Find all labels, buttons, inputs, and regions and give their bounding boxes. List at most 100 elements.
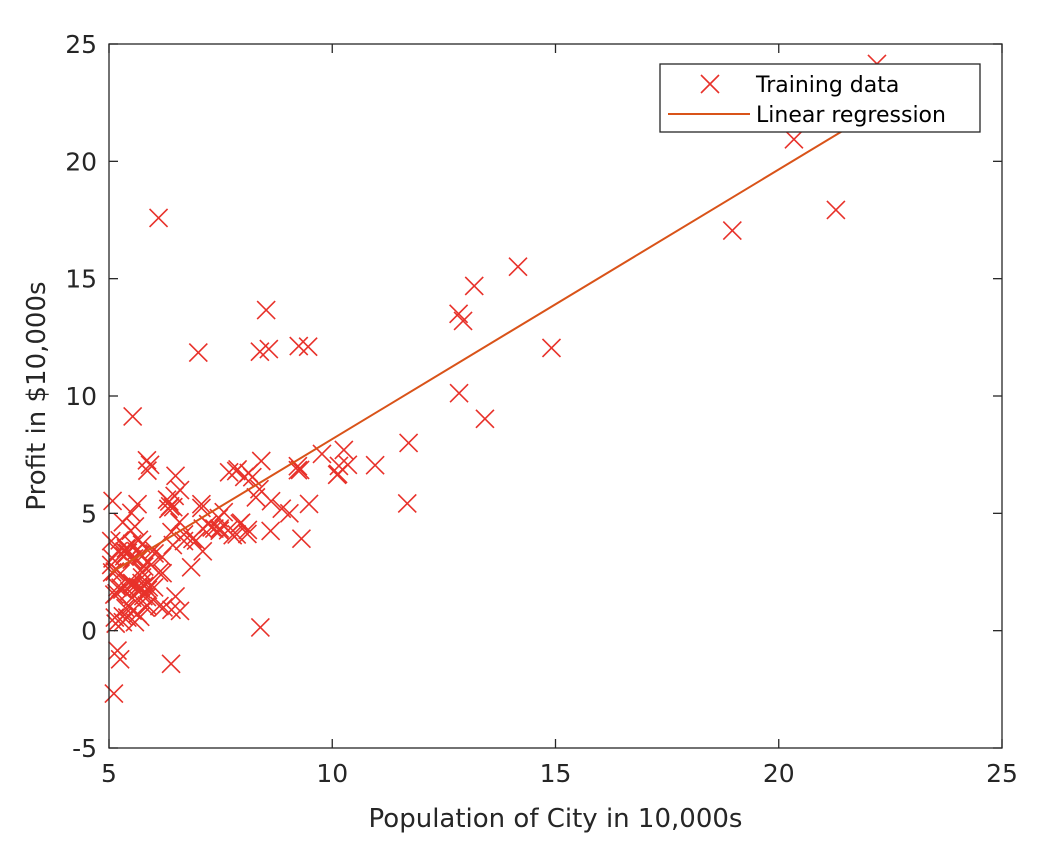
scatter-point bbox=[191, 494, 211, 514]
y-tick-label: 5 bbox=[81, 499, 97, 528]
scatter-point bbox=[157, 490, 177, 510]
scatter-point bbox=[106, 614, 126, 634]
scatter-point bbox=[246, 487, 266, 507]
axis-ticks bbox=[108, 43, 1003, 749]
x-tick-label: 25 bbox=[986, 759, 1018, 788]
scatter-point bbox=[449, 383, 469, 403]
scatter-point bbox=[161, 522, 182, 542]
y-tick-label: 15 bbox=[65, 265, 97, 294]
scatter-point bbox=[137, 450, 157, 470]
scatter-point bbox=[153, 563, 173, 583]
scatter-point bbox=[272, 499, 292, 519]
scatter-point bbox=[334, 440, 354, 460]
scatter-point bbox=[128, 494, 148, 514]
scatter-point bbox=[174, 524, 194, 545]
scatter-point bbox=[453, 311, 473, 331]
scatter-point bbox=[826, 200, 846, 220]
scatter-point bbox=[144, 543, 165, 564]
scatter-point bbox=[288, 456, 308, 476]
y-axis-label: Profit in $10,000s bbox=[22, 281, 52, 510]
scatter-point bbox=[119, 581, 140, 601]
scatter-point bbox=[290, 460, 310, 480]
x-tick-label: 5 bbox=[101, 759, 117, 788]
scatter-point bbox=[149, 563, 169, 583]
legend-box bbox=[659, 63, 981, 133]
legend-marker-training-data bbox=[700, 74, 720, 94]
legend-label-linear-regression: Linear regression bbox=[756, 103, 946, 128]
scatter-point bbox=[153, 597, 174, 618]
scatter-point bbox=[329, 456, 349, 476]
scatter-point bbox=[110, 530, 130, 550]
scatter-point bbox=[261, 491, 281, 511]
scatter-point bbox=[118, 572, 138, 593]
scatter-point bbox=[181, 557, 201, 577]
scatter-point bbox=[475, 409, 495, 429]
scatter-point bbox=[161, 654, 181, 674]
scatter-point bbox=[101, 531, 121, 551]
scatter-point bbox=[137, 461, 157, 481]
scatter-point bbox=[186, 530, 206, 551]
scatter-point bbox=[464, 276, 484, 296]
scatter-point bbox=[250, 617, 270, 637]
scatter-point bbox=[259, 339, 279, 359]
scatter-point bbox=[338, 455, 358, 475]
regression-line bbox=[110, 109, 878, 574]
legend: Training data Linear regression bbox=[659, 63, 981, 133]
scatter-point bbox=[397, 493, 417, 514]
scatter-point bbox=[170, 601, 190, 621]
scatter-point bbox=[261, 521, 281, 541]
y-tick-label: 0 bbox=[81, 617, 97, 646]
scatter-point bbox=[103, 491, 123, 511]
scatter-point bbox=[234, 467, 254, 487]
scatter-point bbox=[223, 525, 243, 545]
scatter-point bbox=[193, 541, 213, 561]
scatter-point bbox=[149, 596, 170, 616]
x-tick-label: 15 bbox=[540, 759, 572, 788]
scatter-point bbox=[202, 517, 222, 537]
scatter-point bbox=[125, 612, 145, 632]
x-tick-label: 10 bbox=[316, 759, 348, 788]
scatter-point bbox=[508, 257, 528, 277]
scatter-point bbox=[163, 497, 183, 517]
scatter-point bbox=[132, 562, 152, 582]
scatter-point bbox=[121, 503, 141, 523]
scatter-point bbox=[784, 129, 804, 149]
axis-tick-labels: 5 10 15 20 25 -5 0 5 10 15 20 25 bbox=[65, 30, 1018, 788]
scatter-point bbox=[123, 406, 143, 426]
y-tick-label: 25 bbox=[65, 30, 97, 59]
scatter-point bbox=[298, 337, 318, 357]
scatter-point bbox=[165, 466, 186, 486]
x-axis-label: Population of City in 10,000s bbox=[369, 804, 743, 834]
scatter-point bbox=[132, 567, 152, 587]
scatter-point bbox=[214, 502, 234, 522]
scatter-point bbox=[226, 461, 246, 481]
scatter-point bbox=[722, 220, 742, 241]
legend-label-training-data: Training data bbox=[755, 73, 899, 98]
scatter-point bbox=[541, 338, 562, 358]
scatter-point bbox=[256, 300, 276, 320]
scatter-point bbox=[138, 580, 158, 600]
scatter-point bbox=[399, 433, 419, 453]
y-tick-label: 20 bbox=[65, 147, 97, 176]
scatter-point bbox=[107, 641, 128, 661]
y-tick-label: -5 bbox=[72, 734, 97, 763]
scatter-point bbox=[158, 499, 178, 519]
scatter-point bbox=[125, 516, 145, 537]
scatter-point bbox=[291, 529, 312, 549]
scatter-point bbox=[104, 683, 124, 704]
plot-data-layer bbox=[101, 54, 887, 704]
scatter-point bbox=[148, 208, 169, 228]
scatter-point bbox=[299, 494, 319, 514]
scatter-point bbox=[219, 462, 239, 482]
scatter-point bbox=[289, 336, 309, 356]
scatter-point bbox=[188, 343, 208, 363]
x-tick-label: 20 bbox=[763, 759, 795, 788]
scatter-point bbox=[122, 534, 142, 554]
scatter-point bbox=[161, 600, 182, 620]
scatter-point bbox=[231, 513, 251, 533]
scatter-point bbox=[140, 455, 160, 475]
scatter-point bbox=[122, 575, 142, 595]
y-tick-label: 10 bbox=[65, 382, 97, 411]
